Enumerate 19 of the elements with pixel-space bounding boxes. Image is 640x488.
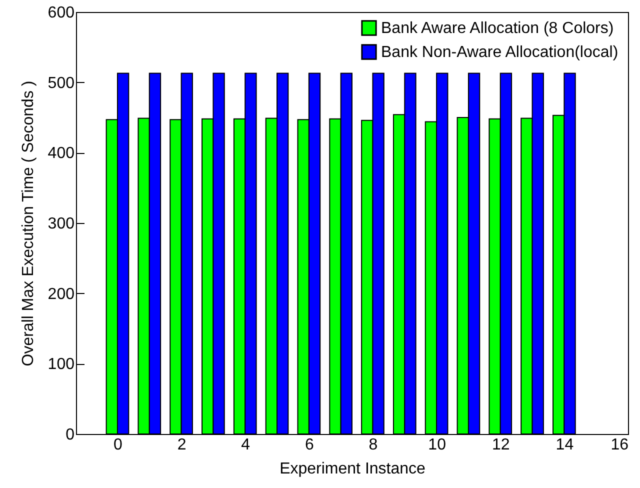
x-tick-label: 0 (114, 436, 123, 454)
y-tick-label: 600 (48, 4, 75, 22)
x-tick-label: 6 (304, 436, 314, 454)
y-tick-label: 100 (48, 356, 75, 374)
x-tick-label: 4 (241, 436, 250, 454)
x-tick-label: 8 (368, 436, 378, 454)
x-tick-label: 12 (492, 436, 510, 454)
y-axis-title: Overall Max Execution Time ( Seconds ) (20, 80, 37, 366)
x-tick-label: 2 (177, 436, 186, 454)
x-tick-label: 14 (556, 436, 574, 454)
x-tick-label: 16 (610, 436, 629, 454)
x-tick-label: 10 (428, 436, 446, 454)
x-axis-title: Experiment Instance (280, 460, 426, 478)
y-tick-label: 300 (48, 216, 75, 232)
legend-label: Bank Non-Aware Allocation(local) (381, 44, 618, 61)
y-tick-label: 200 (48, 286, 75, 303)
legend-label: Bank Aware Allocation (8 Colors) (381, 20, 614, 37)
y-tick-label: 500 (48, 74, 75, 92)
y-tick-label: 400 (48, 145, 75, 162)
